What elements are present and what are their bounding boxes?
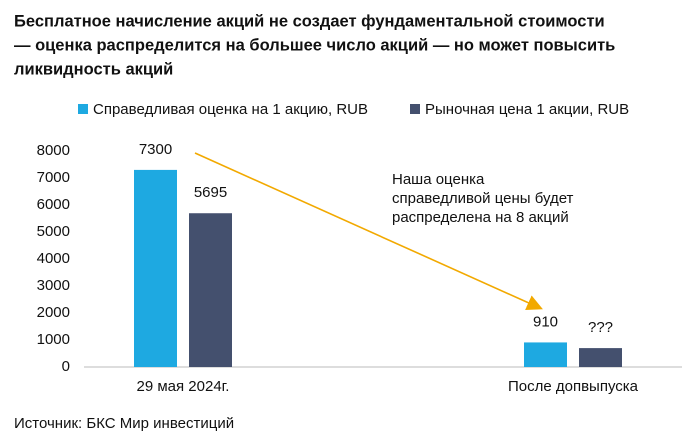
source: Источник: БКС Мир инвестиций: [14, 415, 234, 432]
bar: [524, 342, 567, 367]
legend-label: Справедливая оценка на 1 акцию, RUB: [93, 101, 368, 118]
y-tick-label: 5000: [37, 223, 70, 240]
y-tick-label: 8000: [37, 142, 70, 159]
annotation: справедливой цены будет: [392, 190, 574, 207]
legend-swatch: [410, 104, 420, 114]
y-tick-label: 1000: [37, 331, 70, 348]
y-tick-label: 6000: [37, 196, 70, 213]
value-label: 910: [533, 313, 558, 330]
value-label: 7300: [139, 141, 172, 158]
y-tick-label: 7000: [37, 169, 70, 186]
legend-swatch: [78, 104, 88, 114]
chart-title: Бесплатное начисление акций не создает ф…: [14, 12, 605, 30]
chart-title: ликвидность акций: [14, 60, 173, 78]
y-tick-label: 3000: [37, 277, 70, 294]
legend-label: Рыночная цена 1 акции, RUB: [425, 101, 629, 118]
arrow: [194, 152, 543, 311]
value-label: 5695: [194, 184, 227, 201]
bar: [579, 348, 622, 367]
annotation: распределена на 8 акций: [392, 209, 569, 226]
annotation: Наша оценка: [392, 171, 485, 188]
value-label: ???: [588, 319, 613, 336]
chart-title: — оценка распределится на большее число …: [14, 36, 615, 54]
bar: [134, 169, 177, 367]
x-tick-label: 29 мая 2024г.: [137, 378, 230, 395]
bar: [189, 213, 232, 367]
y-tick-label: 4000: [37, 250, 70, 267]
x-tick-label: После допвыпуска: [508, 378, 639, 395]
y-tick-label: 0: [62, 358, 70, 375]
y-tick-label: 2000: [37, 304, 70, 321]
